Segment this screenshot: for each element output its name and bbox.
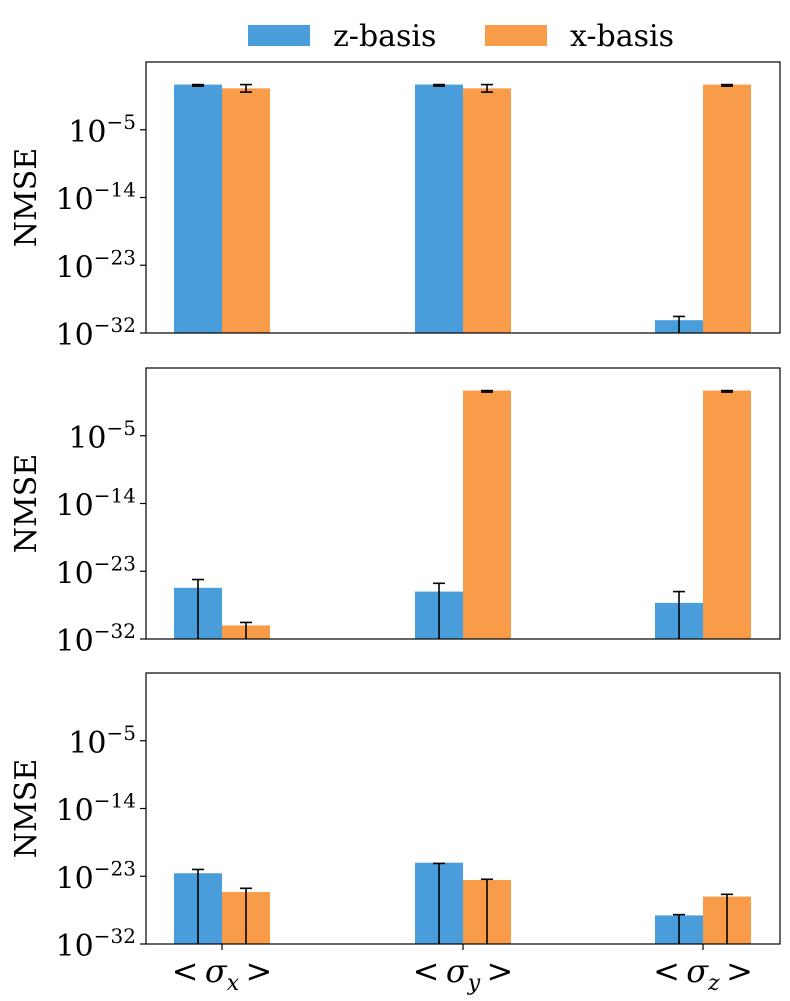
ytick-base: 10 [56, 318, 94, 353]
ytick-exponent: −32 [94, 313, 136, 337]
panels: 10−510−1410−2310−32NMSE10−510−1410−2310−… [9, 61, 781, 996]
legend-label-z-basis: z-basis [333, 19, 436, 54]
ytick-label: 10−14 [56, 789, 136, 829]
xtick-label-2: < σy > [413, 952, 514, 996]
ylabel: NMSE [9, 759, 44, 858]
errorbar-x-basis-3 [721, 83, 733, 87]
bar-x-basis-2 [463, 390, 511, 639]
errorbar-x-basis-1 [240, 887, 252, 944]
ytick-label: 10−5 [68, 416, 136, 456]
ytick-label: 10−5 [68, 110, 136, 150]
errorbar-x-basis-3 [721, 389, 733, 393]
ytick-label: 10−32 [56, 313, 136, 353]
legend: z-basis x-basis [248, 19, 674, 54]
ytick-base: 10 [56, 183, 94, 218]
bar-z-basis-2 [415, 84, 463, 333]
bar-x-basis-2 [463, 88, 511, 333]
ytick-exponent: −14 [94, 178, 136, 202]
ytick-exponent: −5 [107, 416, 136, 440]
ytick-label: 10−5 [68, 721, 136, 761]
ytick-base: 10 [68, 115, 106, 150]
ytick-base: 10 [68, 726, 106, 761]
ytick-label: 10−14 [56, 484, 136, 524]
ytick-base: 10 [56, 624, 94, 659]
ytick-exponent: −14 [94, 789, 136, 813]
ytick-label: 10−14 [56, 178, 136, 218]
ytick-base: 10 [56, 794, 94, 829]
errorbar-z-basis-3 [673, 913, 685, 944]
ytick-exponent: −23 [94, 245, 136, 269]
errorbar-z-basis-2 [433, 582, 445, 639]
ytick-exponent: −32 [94, 924, 136, 948]
ytick-label: 10−23 [56, 245, 136, 285]
bar-z-basis-1 [174, 84, 222, 333]
errorbar-x-basis-2 [481, 389, 493, 393]
errorbar-z-basis-3 [673, 590, 685, 639]
legend-swatch-x-basis [485, 25, 547, 46]
ylabel: NMSE [9, 454, 44, 553]
errorbar-z-basis-1 [192, 83, 204, 87]
errorbar-z-basis-1 [192, 578, 204, 639]
bar-x-basis-3 [703, 84, 751, 333]
errorbar-x-basis-2 [481, 878, 493, 944]
ytick-base: 10 [56, 929, 94, 964]
ytick-exponent: −23 [94, 856, 136, 880]
xtick-label-3: < σz > [653, 952, 753, 996]
errorbar-x-basis-2 [481, 83, 493, 93]
ytick-base: 10 [68, 421, 106, 456]
ytick-base: 10 [56, 489, 94, 524]
ytick-label: 10−23 [56, 551, 136, 591]
bar-x-basis-3 [703, 390, 751, 639]
ytick-exponent: −5 [107, 721, 136, 745]
errorbar-x-basis-3 [721, 893, 733, 944]
ytick-base: 10 [56, 556, 94, 591]
xtick-label-1: < σx > [172, 952, 273, 996]
legend-swatch-z-basis [248, 25, 310, 46]
bar-x-basis-1 [222, 88, 270, 333]
ytick-exponent: −5 [107, 110, 136, 134]
legend-label-x-basis: x-basis [570, 19, 674, 54]
errorbar-z-basis-3 [673, 315, 685, 333]
ytick-exponent: −14 [94, 484, 136, 508]
ytick-base: 10 [56, 250, 94, 285]
ytick-base: 10 [56, 861, 94, 896]
ytick-label: 10−23 [56, 856, 136, 896]
ytick-exponent: −23 [94, 551, 136, 575]
ytick-label: 10−32 [56, 924, 136, 964]
errorbar-x-basis-1 [240, 83, 252, 93]
errorbar-z-basis-1 [192, 868, 204, 944]
errorbar-z-basis-2 [433, 83, 445, 87]
ytick-label: 10−32 [56, 619, 136, 659]
ylabel: NMSE [9, 148, 44, 247]
errorbar-x-basis-1 [240, 621, 252, 639]
errorbar-z-basis-2 [433, 862, 445, 944]
ytick-exponent: −32 [94, 619, 136, 643]
